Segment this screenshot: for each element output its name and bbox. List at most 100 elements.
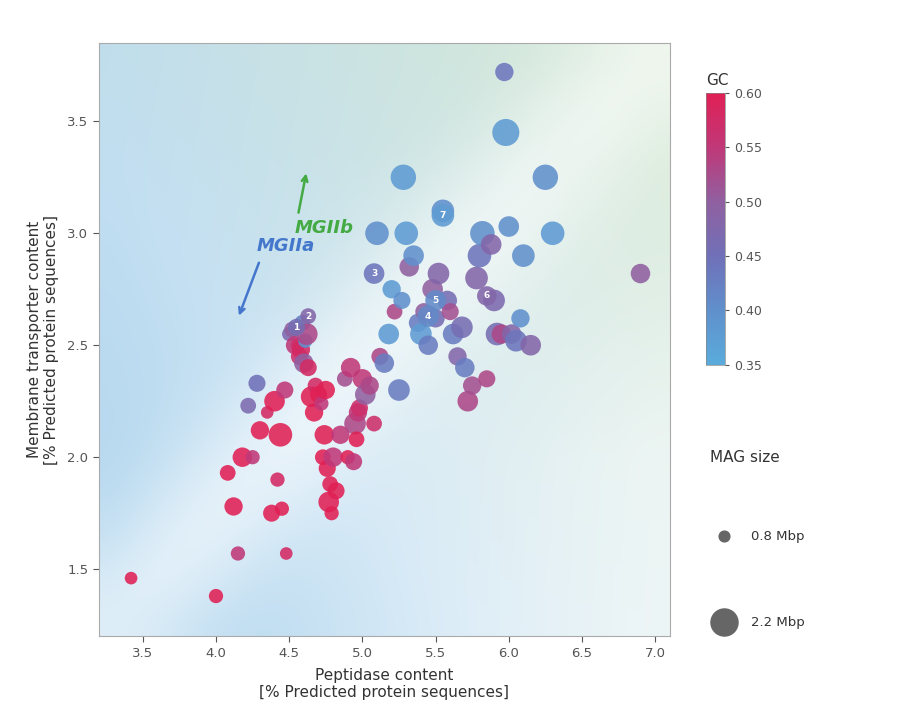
Point xyxy=(320,463,334,474)
Point xyxy=(516,250,530,262)
Point xyxy=(231,548,245,559)
Point xyxy=(323,478,337,490)
Point xyxy=(245,451,260,463)
Point xyxy=(402,261,416,272)
Point xyxy=(220,467,235,478)
Point xyxy=(346,456,360,468)
Point xyxy=(494,328,509,340)
Point xyxy=(458,362,472,373)
Point xyxy=(436,205,450,217)
Text: 2.2 Mbp: 2.2 Mbp xyxy=(751,616,805,628)
Point xyxy=(316,451,330,463)
Point xyxy=(633,268,647,280)
Point xyxy=(289,322,304,333)
Point xyxy=(421,340,435,351)
Point xyxy=(499,127,513,138)
Point xyxy=(497,66,512,78)
Point xyxy=(523,340,538,351)
Point xyxy=(355,373,369,385)
Point xyxy=(421,310,435,322)
Point xyxy=(318,384,333,395)
Point xyxy=(411,317,425,329)
Point xyxy=(124,573,138,584)
Point xyxy=(373,350,387,362)
Point xyxy=(290,340,305,351)
Point xyxy=(304,391,318,403)
Point xyxy=(381,328,396,340)
Point xyxy=(273,429,288,440)
Point xyxy=(414,328,428,340)
Point xyxy=(487,295,502,306)
Point xyxy=(325,508,339,519)
Point xyxy=(460,395,475,407)
Point xyxy=(311,389,325,400)
Point xyxy=(267,395,281,407)
Point xyxy=(469,272,484,284)
Text: MGIIa: MGIIa xyxy=(257,237,316,255)
Point xyxy=(546,227,560,239)
Point xyxy=(288,340,302,351)
Point xyxy=(350,433,364,445)
Point xyxy=(285,324,299,335)
Point xyxy=(490,328,504,340)
Point xyxy=(250,378,264,389)
Point xyxy=(264,508,279,519)
Point xyxy=(441,295,455,306)
Point xyxy=(308,380,323,391)
Point xyxy=(326,451,341,463)
Point xyxy=(479,373,494,385)
Point xyxy=(241,400,255,411)
Point xyxy=(295,317,309,329)
Text: GC: GC xyxy=(706,73,728,88)
Point xyxy=(399,227,414,239)
Point xyxy=(253,425,267,436)
Point xyxy=(297,358,311,369)
Point xyxy=(504,328,519,340)
X-axis label: Peptidase content
[% Predicted protein sequences]: Peptidase content [% Predicted protein s… xyxy=(259,668,510,701)
Point xyxy=(209,591,223,602)
Point xyxy=(329,485,343,496)
Point xyxy=(446,328,460,340)
Point xyxy=(455,322,469,333)
Y-axis label: Membrane transporter content
[% Predicted protein sequences]: Membrane transporter content [% Predicte… xyxy=(27,214,59,465)
Point xyxy=(227,500,241,512)
Point xyxy=(472,250,486,262)
Point xyxy=(298,335,313,347)
Text: MAG size: MAG size xyxy=(710,450,780,465)
Point xyxy=(428,295,442,306)
Point xyxy=(301,362,316,373)
Point xyxy=(476,227,490,239)
Point xyxy=(513,312,528,324)
Point xyxy=(484,239,498,250)
Point xyxy=(367,418,381,429)
Point xyxy=(348,418,362,429)
Point xyxy=(443,306,458,317)
Point xyxy=(406,250,421,262)
Point xyxy=(362,380,377,391)
Point xyxy=(322,496,336,508)
Point xyxy=(502,221,516,232)
Point xyxy=(425,284,440,295)
Point xyxy=(509,335,523,347)
Point xyxy=(271,474,285,485)
Point xyxy=(317,429,332,440)
Point xyxy=(367,268,381,280)
Text: 1: 1 xyxy=(293,322,299,332)
Text: 0.8 Mbp: 0.8 Mbp xyxy=(751,530,805,543)
Point xyxy=(479,290,494,302)
Point xyxy=(358,389,372,400)
Point xyxy=(378,358,392,369)
Text: 2: 2 xyxy=(305,312,311,320)
Point xyxy=(416,306,431,317)
Point xyxy=(338,373,352,385)
Point xyxy=(236,451,250,463)
Point xyxy=(352,403,367,414)
Text: 7: 7 xyxy=(440,211,446,220)
Point xyxy=(279,548,293,559)
Point xyxy=(717,616,731,628)
Point xyxy=(294,344,308,355)
Point xyxy=(428,312,442,324)
Text: MGIIb: MGIIb xyxy=(295,220,354,237)
Point xyxy=(292,350,307,362)
Point xyxy=(307,407,321,418)
